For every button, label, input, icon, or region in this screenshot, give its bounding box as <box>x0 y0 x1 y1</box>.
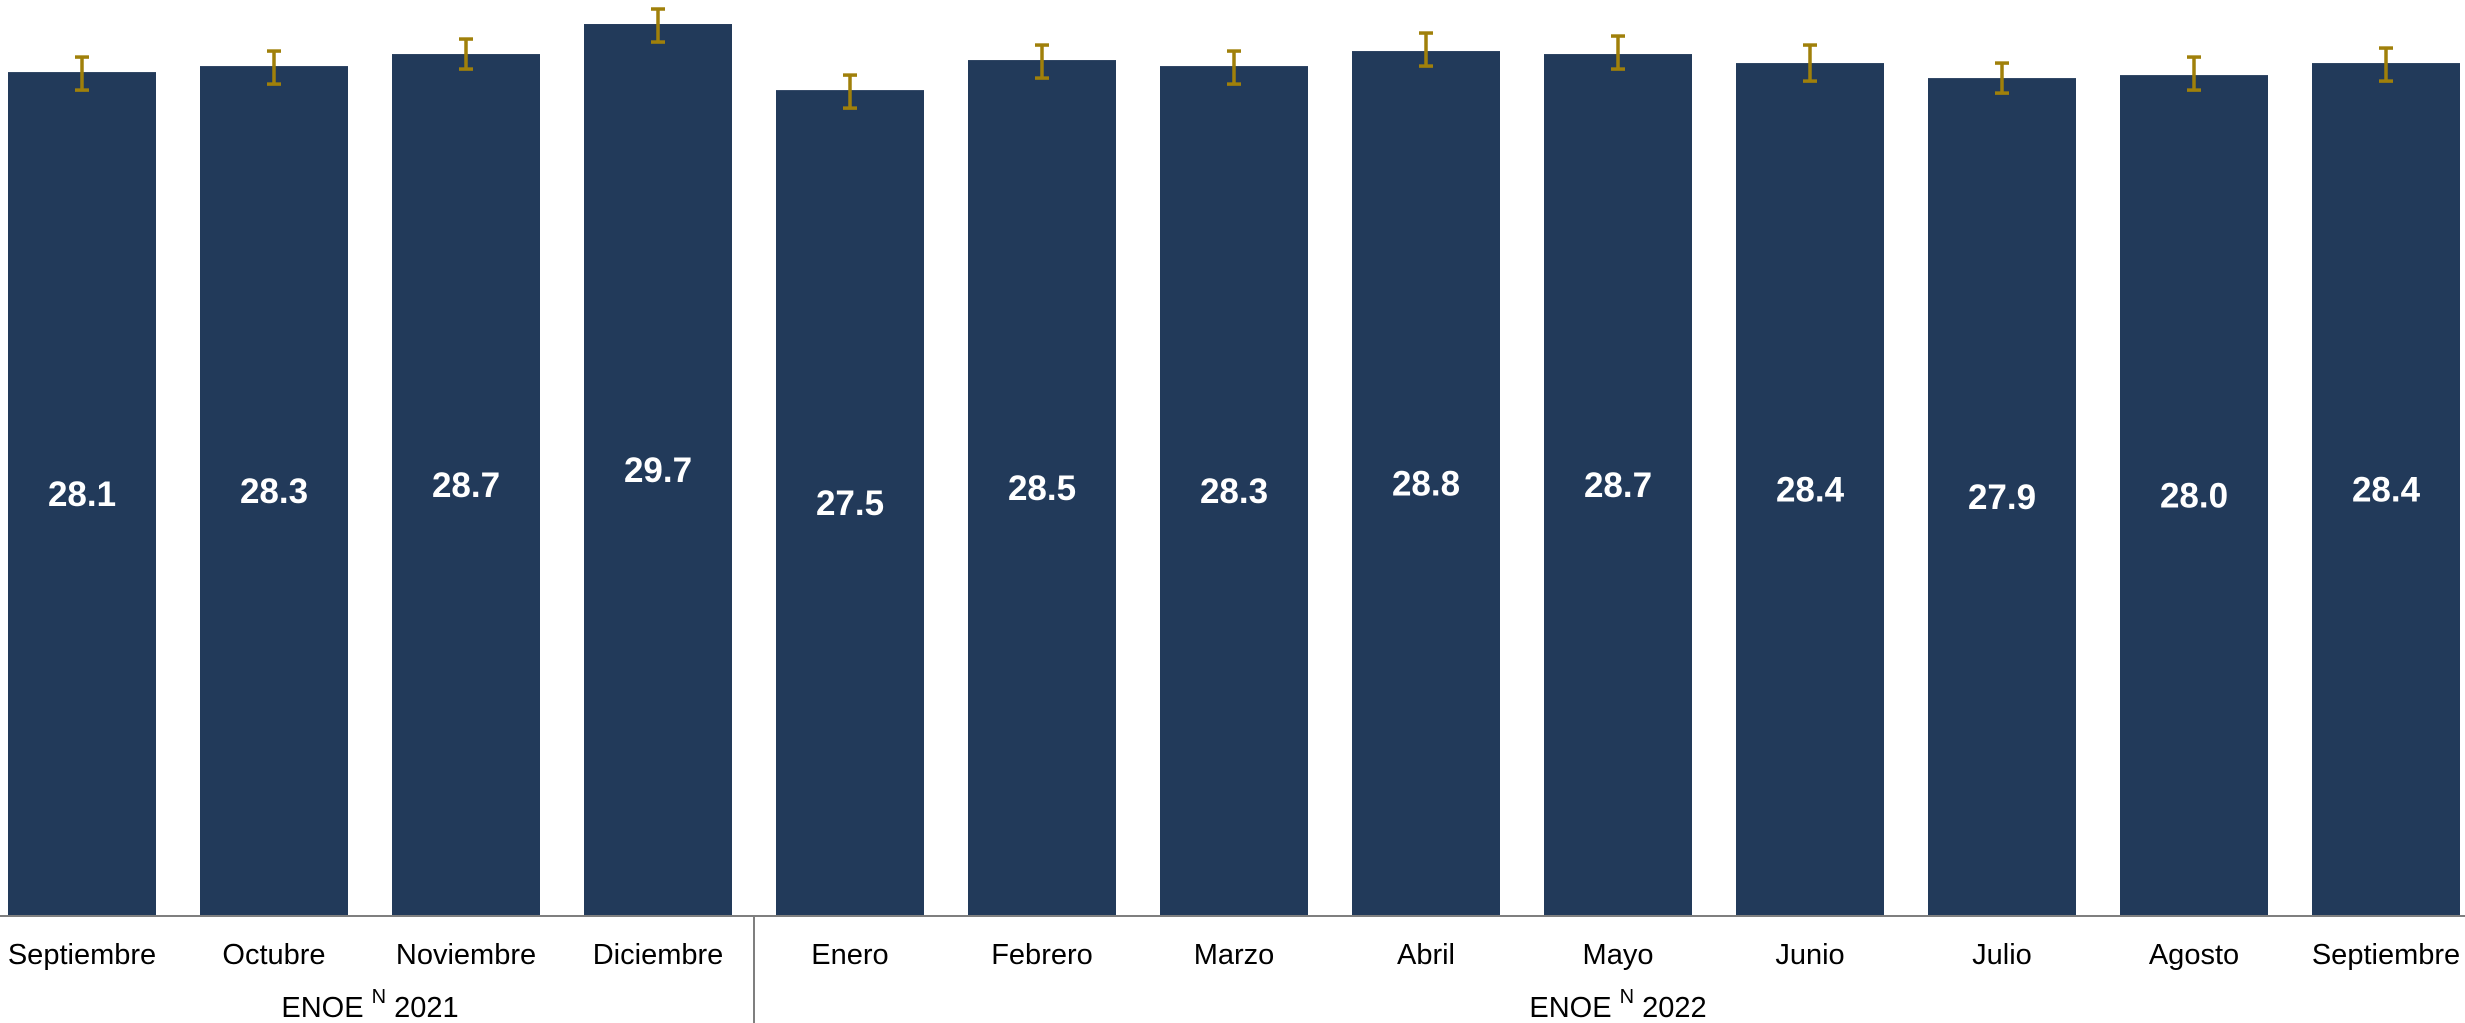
bar-value-label: 28.3 <box>240 472 308 511</box>
x-tick-label: Julio <box>1972 939 2032 971</box>
x-tick-label: Mayo <box>1583 939 1654 971</box>
error-bar <box>2187 55 2201 92</box>
bar-value-label: 29.7 <box>624 451 692 490</box>
x-tick-labels: Septiembre Octubre Noviembre Diciembre Enero… <box>8 939 2460 971</box>
x-tick-label: Noviembre <box>396 939 536 971</box>
group-label-year: 2022 <box>1634 992 1707 1023</box>
bar <box>8 72 156 917</box>
bars-layer <box>8 24 2460 917</box>
x-tick-label: Abril <box>1397 939 1455 971</box>
bar-value-label: 27.9 <box>1968 478 2036 517</box>
x-tick-label: Septiembre <box>2312 939 2460 971</box>
bar <box>1352 51 1500 917</box>
error-bar <box>1035 43 1049 80</box>
error-bar <box>843 73 857 110</box>
error-bar <box>1419 31 1433 68</box>
error-bar <box>459 37 473 71</box>
bar <box>584 24 732 916</box>
bar <box>968 60 1116 917</box>
group-label-superscript: N <box>1620 986 1634 1008</box>
bar-value-label: 28.7 <box>432 466 500 505</box>
bar <box>1928 78 2076 916</box>
group-label: ENOE N 2022 <box>1529 986 1706 1023</box>
error-bar <box>1995 61 2009 95</box>
x-tick-label: Octubre <box>222 939 325 971</box>
x-tick-label: Junio <box>1775 939 1844 971</box>
bar-value-labels: 28.1 28.3 28.7 29.7 27.5 28.5 28.3 28.8 28.7 28.4… <box>48 451 2421 523</box>
error-bar <box>1227 49 1241 86</box>
group-label-superscript: N <box>372 986 386 1008</box>
bar-value-label: 28.0 <box>2160 477 2228 516</box>
error-bar <box>267 49 281 86</box>
bar-value-label: 28.3 <box>1200 472 1268 511</box>
group-labels: ENOE N 2021 ENOE N 2022 <box>281 986 1706 1023</box>
bar <box>2120 75 2268 916</box>
bar <box>1160 66 1308 916</box>
error-bar <box>1803 43 1817 83</box>
bar-value-label: 28.7 <box>1584 466 1652 505</box>
x-tick-label: Marzo <box>1194 939 1275 971</box>
error-bar <box>651 7 665 44</box>
group-label: ENOE N 2021 <box>281 986 458 1023</box>
x-tick-label: Enero <box>811 939 888 971</box>
bar-value-label: 27.5 <box>816 484 884 523</box>
bar <box>392 54 540 916</box>
group-label-name: ENOE <box>1529 992 1619 1023</box>
bar-value-label: 28.1 <box>48 475 116 514</box>
bar <box>200 66 348 916</box>
bar-value-label: 28.8 <box>1392 465 1460 504</box>
x-tick-label: Febrero <box>991 939 1093 971</box>
bar-value-label: 28.5 <box>1008 469 1076 508</box>
error-bars-layer <box>75 7 2393 110</box>
group-label-name: ENOE <box>281 992 371 1023</box>
bar <box>1736 63 1884 917</box>
x-tick-label: Agosto <box>2149 939 2239 971</box>
bar <box>776 90 924 916</box>
error-bar <box>75 55 89 92</box>
bar <box>2312 63 2460 917</box>
error-bar <box>2379 46 2393 83</box>
x-tick-label: Septiembre <box>8 939 156 971</box>
bar-value-label: 28.4 <box>1776 471 1845 510</box>
error-bar <box>1611 34 1625 71</box>
bar <box>1544 54 1692 916</box>
bar-value-label: 28.4 <box>2352 471 2421 510</box>
group-label-year: 2021 <box>386 992 459 1023</box>
x-tick-label: Diciembre <box>593 939 724 971</box>
